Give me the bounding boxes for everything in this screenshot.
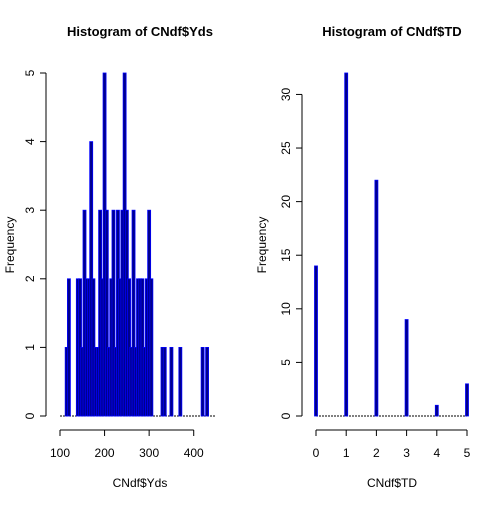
yds-bar	[178, 346, 183, 417]
yds-y-tick-label: 5	[23, 69, 37, 76]
td-y-tick-label: 25	[279, 141, 293, 155]
yds-bars	[60, 72, 216, 417]
td-x-tick-label: 3	[403, 446, 410, 460]
yds-bar	[162, 346, 167, 417]
td-bar	[404, 319, 409, 417]
yds-bar	[205, 346, 209, 417]
yds-bar	[131, 209, 136, 417]
td-x-axis: 0 1 2 3 4 5	[313, 429, 471, 460]
yds-bar	[169, 346, 174, 417]
td-bar	[434, 404, 439, 417]
td-bar	[314, 265, 318, 417]
yds-x-tick-label: 400	[184, 446, 204, 460]
yds-x-tick-label: 100	[50, 446, 70, 460]
td-histogram-title: Histogram of CNdf$TD	[322, 24, 461, 39]
td-x-tick-label: 0	[313, 446, 320, 460]
td-y-tick-label: 5	[279, 359, 293, 366]
td-bar	[374, 179, 379, 417]
td-bars	[314, 72, 469, 417]
yds-y-tick-label: 2	[23, 275, 37, 282]
yds-bar	[67, 278, 71, 417]
td-y-tick-label: 15	[279, 248, 293, 262]
td-y-tick-label: 10	[279, 302, 293, 316]
yds-x-tick-label: 300	[139, 446, 159, 460]
yds-histogram-title: Histogram of CNdf$Yds	[67, 24, 213, 39]
td-x-axis-label: CNdf$TD	[367, 476, 417, 490]
yds-x-axis-label: CNdf$Yds	[113, 476, 168, 490]
yds-bar	[200, 346, 205, 417]
yds-x-axis: 100 200 300 400	[50, 429, 204, 460]
yds-x-tick-label: 200	[95, 446, 115, 460]
yds-y-tick-label: 3	[23, 207, 37, 214]
yds-y-axis: 0 1 2 3 4 5	[23, 69, 47, 419]
td-x-tick-label: 2	[373, 446, 380, 460]
yds-bar	[104, 209, 109, 417]
td-histogram-panel: Histogram of CNdf$TD CNdf$TD Frequency 0…	[255, 24, 471, 490]
td-y-tick-label: 30	[279, 87, 293, 101]
td-y-tick-label: 20	[279, 195, 293, 209]
yds-y-tick-label: 0	[23, 412, 37, 419]
yds-y-axis-label: Frequency	[3, 217, 17, 274]
td-y-tick-label: 0	[279, 412, 293, 419]
td-y-axis-label: Frequency	[255, 217, 269, 274]
td-x-tick-label: 5	[464, 446, 471, 460]
yds-y-tick-label: 1	[23, 344, 37, 351]
yds-bar	[149, 278, 154, 417]
td-y-axis: 0 5 10 15 20 25 30	[279, 87, 303, 419]
td-bar	[344, 72, 349, 417]
yds-bar	[111, 209, 116, 417]
td-x-tick-label: 4	[433, 446, 440, 460]
yds-histogram-panel: Histogram of CNdf$Yds CNdf$Yds Frequency…	[3, 24, 216, 490]
yds-y-tick-label: 4	[23, 138, 37, 145]
td-x-tick-label: 1	[343, 446, 350, 460]
td-bar	[465, 383, 469, 417]
